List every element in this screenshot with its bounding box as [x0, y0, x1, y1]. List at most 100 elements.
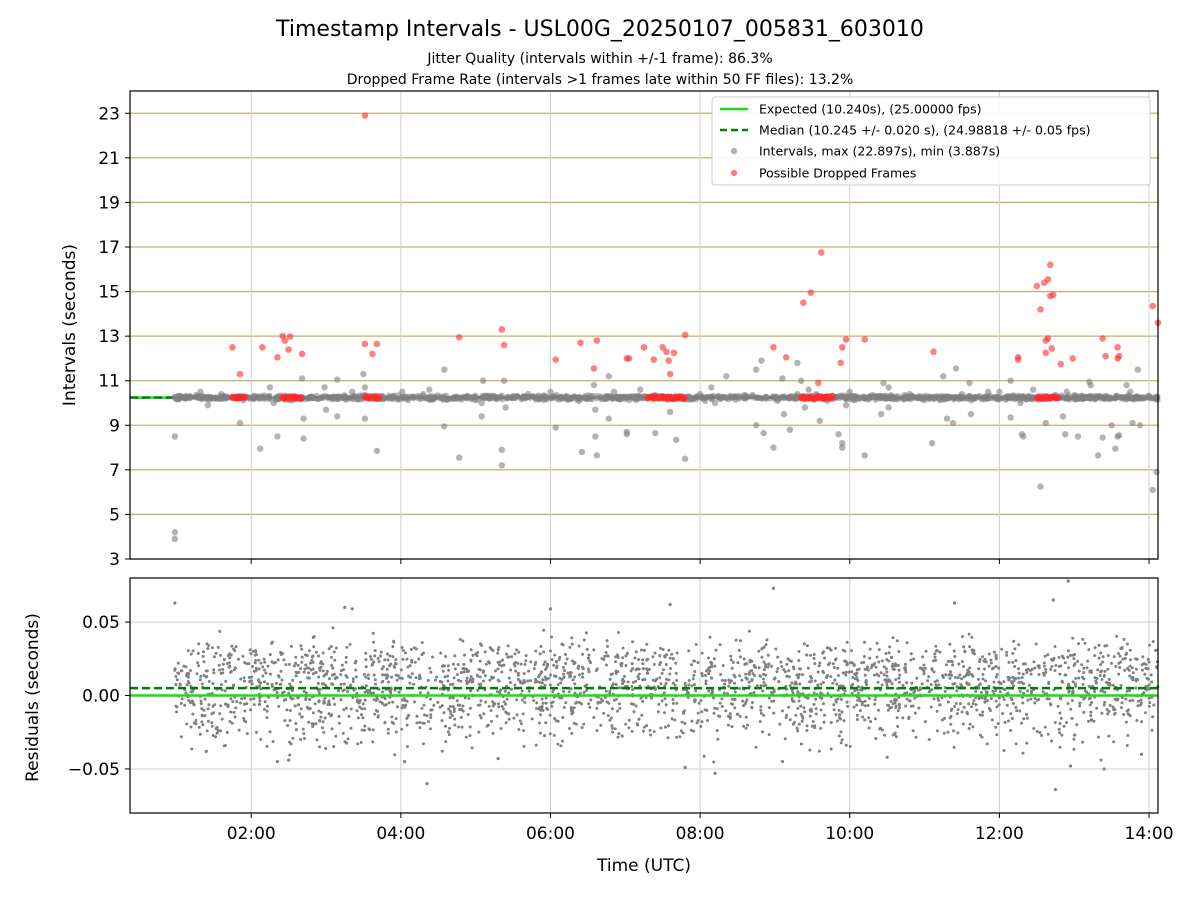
residual-point — [821, 650, 825, 654]
interval-point — [204, 402, 212, 409]
residual-point — [764, 683, 768, 687]
residual-point — [894, 706, 898, 710]
residual-point — [726, 723, 730, 727]
interval-point — [781, 394, 788, 401]
residual-point — [289, 742, 293, 746]
residual-point — [850, 670, 854, 674]
residual-point — [572, 706, 576, 710]
residual-point — [687, 649, 691, 653]
residual-point — [1112, 712, 1116, 716]
interval-point — [880, 379, 887, 387]
residual-point — [845, 640, 849, 644]
residual-point — [516, 673, 520, 677]
residual-point — [257, 702, 261, 706]
residual-point — [268, 672, 272, 676]
residual-point — [663, 655, 667, 659]
residual-point — [258, 684, 262, 688]
residual-point — [501, 707, 505, 711]
residual-point — [417, 657, 421, 661]
residual-point — [960, 660, 964, 664]
residual-point — [270, 682, 274, 686]
residual-point — [592, 715, 596, 719]
residual-point — [1067, 666, 1071, 670]
residual-point — [189, 652, 193, 656]
residual-point — [861, 715, 865, 719]
residual-point — [496, 648, 500, 652]
interval-point — [763, 393, 770, 400]
residual-point — [712, 711, 716, 715]
residual-point — [346, 737, 350, 741]
residual-point — [713, 706, 717, 710]
residual-point — [942, 731, 946, 735]
residual-point — [692, 659, 696, 663]
residual-point — [299, 707, 303, 711]
residual-point — [1122, 713, 1126, 717]
residual-point — [708, 635, 712, 639]
residual-point — [802, 706, 806, 710]
residual-point — [844, 743, 848, 747]
interval-point — [631, 393, 638, 400]
residual-point — [891, 702, 895, 706]
residual-point — [920, 667, 924, 671]
residual-point — [299, 680, 303, 684]
intervals-y-tick-label: 5 — [109, 505, 120, 525]
residual-point — [569, 687, 573, 691]
residual-point — [477, 730, 481, 734]
figure-subtitle-dropped: Dropped Frame Rate (intervals >1 frames … — [347, 72, 854, 88]
residual-point — [517, 650, 521, 654]
residual-point — [1102, 703, 1106, 707]
residual-point — [1066, 655, 1070, 659]
interval-point — [943, 394, 950, 401]
residual-point — [387, 701, 391, 705]
residual-point — [238, 701, 242, 705]
residual-point — [275, 759, 279, 764]
residual-point — [1135, 719, 1139, 723]
residual-point — [398, 676, 402, 680]
residual-point — [504, 702, 508, 706]
residual-point — [580, 726, 584, 730]
residual-point — [1111, 705, 1115, 709]
residual-point — [587, 653, 591, 657]
residual-point — [646, 657, 650, 661]
residual-point — [287, 691, 291, 695]
residual-point — [348, 643, 352, 647]
residual-point — [954, 701, 958, 705]
residual-point — [978, 713, 982, 717]
residual-point — [718, 714, 722, 718]
residual-point — [1083, 689, 1087, 693]
interval-point — [605, 373, 613, 380]
residual-point — [880, 683, 884, 687]
residual-point — [1043, 654, 1047, 658]
residual-point — [992, 666, 996, 670]
residual-point — [488, 646, 492, 650]
residual-point — [237, 728, 241, 732]
residual-point — [630, 662, 634, 666]
residual-point — [396, 674, 400, 678]
residual-point — [1128, 664, 1132, 668]
residual-point — [426, 678, 430, 682]
interval-point — [441, 423, 448, 430]
interval-point — [316, 395, 323, 402]
residual-point — [980, 655, 984, 659]
residual-point — [605, 663, 609, 667]
residual-point — [918, 686, 922, 690]
residual-point — [253, 661, 257, 665]
residual-point — [663, 684, 667, 688]
residual-point — [388, 664, 392, 668]
residual-point — [520, 681, 524, 685]
residual-point — [367, 676, 371, 680]
residual-point — [861, 700, 865, 704]
residual-point — [760, 730, 764, 734]
interval-point — [592, 433, 599, 440]
residual-point — [935, 709, 939, 713]
residual-point — [330, 713, 334, 717]
residual-point — [446, 679, 450, 683]
residual-point — [502, 700, 506, 704]
residual-point — [381, 673, 385, 677]
residual-point — [507, 691, 511, 695]
interval-point — [578, 448, 586, 456]
residual-point — [227, 665, 231, 669]
residual-point — [735, 712, 739, 716]
residual-point — [1070, 691, 1074, 695]
